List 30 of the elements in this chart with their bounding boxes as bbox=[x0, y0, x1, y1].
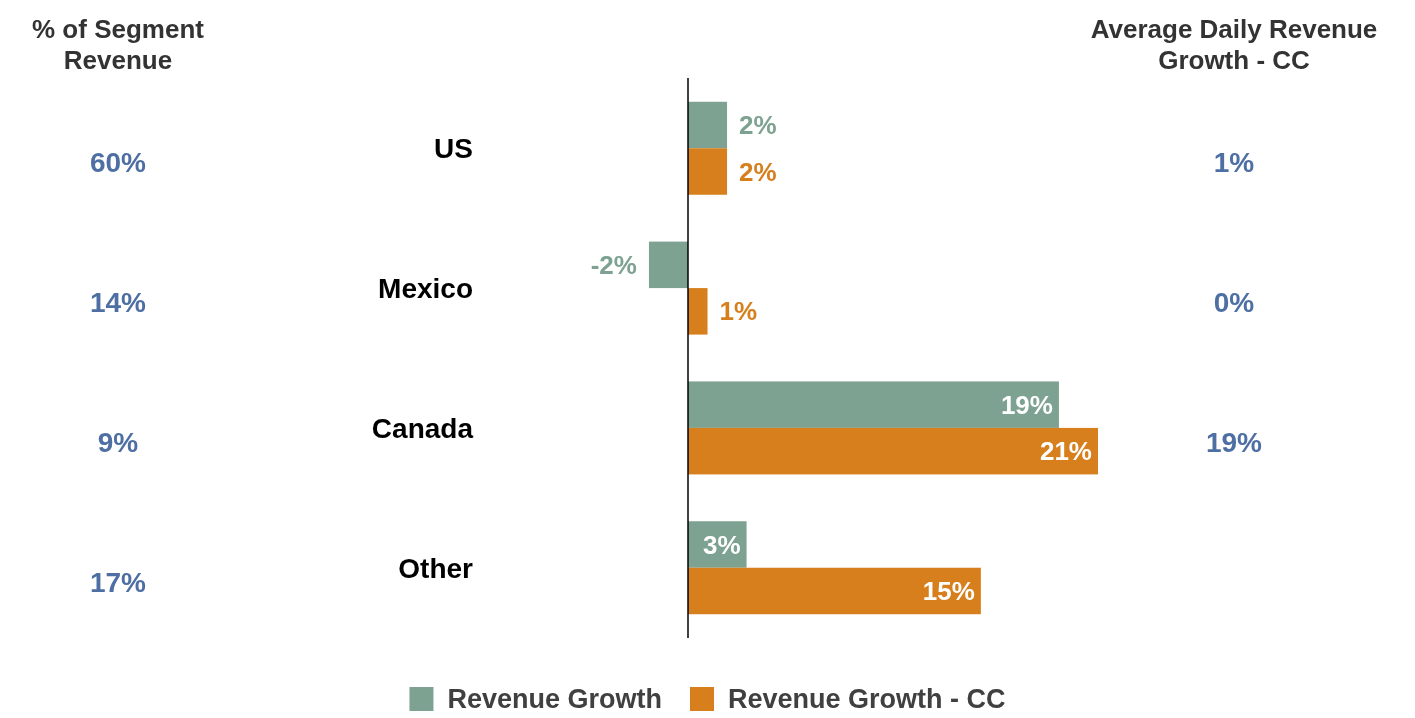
bar bbox=[688, 101, 728, 149]
bar bbox=[688, 288, 708, 335]
y-tick-label: US bbox=[434, 133, 473, 165]
data-label: 21% bbox=[1039, 436, 1092, 467]
legend-label: Revenue Growth bbox=[447, 684, 663, 715]
data-label: 1% bbox=[719, 296, 758, 327]
legend-label: Revenue Growth - CC bbox=[728, 684, 1006, 715]
data-label: 3% bbox=[702, 529, 741, 560]
data-label: 2% bbox=[739, 110, 777, 141]
data-label: 19% bbox=[1000, 389, 1053, 420]
data-label: -2% bbox=[590, 249, 637, 280]
data-label: 15% bbox=[922, 576, 975, 607]
bar bbox=[648, 241, 688, 289]
text: 19% bbox=[1205, 426, 1263, 458]
text: 0% bbox=[1213, 286, 1255, 318]
y-tick-label: Mexico bbox=[378, 272, 473, 304]
bar bbox=[688, 381, 1059, 428]
text: 14% bbox=[89, 286, 147, 318]
text: 1% bbox=[1213, 147, 1255, 179]
y-tick-label: Canada bbox=[371, 412, 474, 444]
y-tick-label: Other bbox=[398, 552, 474, 584]
bar bbox=[688, 427, 1098, 475]
text: 60% bbox=[89, 147, 147, 179]
text: 9% bbox=[97, 426, 139, 458]
data-label: 2% bbox=[739, 156, 777, 187]
bar bbox=[688, 148, 728, 195]
text: Average Daily Revenue Growth - CC bbox=[1090, 14, 1378, 76]
text: % of Segment Revenue bbox=[32, 14, 205, 76]
bar bbox=[688, 567, 981, 615]
text: 17% bbox=[89, 566, 147, 598]
